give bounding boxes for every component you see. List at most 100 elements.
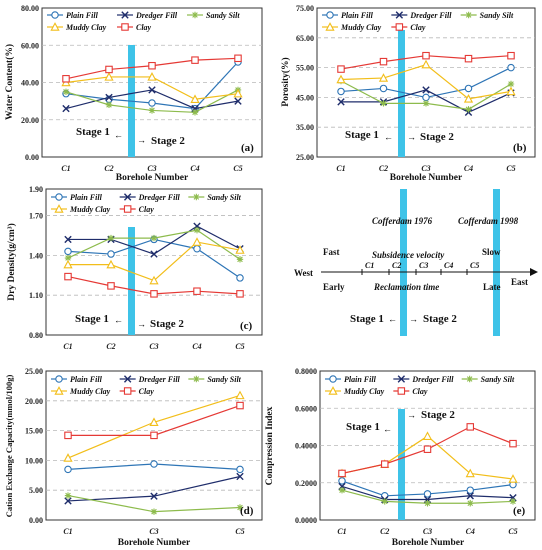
subsidence-velocity-label: Subsidence velocity	[372, 250, 445, 260]
x-tick-label: C2	[380, 527, 389, 536]
y-tick-label: 20.00	[21, 116, 39, 125]
data-point-sandy-silt	[105, 101, 113, 109]
legend-label: Muddy Clay	[340, 23, 382, 32]
legend-marker	[121, 23, 129, 31]
legend: Plain Fill Dredger Fill Sandy Silt Muddy Cl…	[51, 193, 242, 214]
legend-label: Muddy Clay	[69, 205, 111, 214]
legend-marker	[465, 11, 472, 19]
series-group	[63, 222, 245, 298]
data-point-dredger-fill	[466, 492, 474, 500]
data-point-plain-fill	[150, 460, 158, 468]
data-point-clay	[423, 445, 432, 453]
legend-marker	[466, 375, 473, 383]
data-point-muddy-clay	[63, 259, 73, 269]
data-point-clay	[422, 51, 430, 60]
stage-divider-bar	[128, 227, 135, 335]
x-tick-label: C5	[506, 164, 515, 173]
data-point-clay	[64, 431, 72, 440]
x-ticks: C1 C2 C3 C4 C5	[337, 527, 517, 536]
y-tick-label: 45.00	[296, 93, 314, 102]
data-point-plain-fill	[379, 84, 388, 93]
legend-marker	[55, 193, 63, 201]
reclamation-schematic: Cofferdam 1976 Cofferdam 1998 Fast Slow …	[294, 189, 538, 336]
data-point-plain-fill	[148, 99, 156, 107]
arrow-left-icon: ←	[114, 130, 123, 140]
legend-marker	[395, 23, 404, 31]
data-point-sandy-silt	[422, 100, 430, 107]
data-point-muddy-clay	[104, 72, 114, 81]
y-tick-label: 80.00	[21, 4, 39, 13]
data-point-sandy-silt	[424, 500, 431, 507]
data-point-clay	[466, 423, 474, 431]
borehole-label: C1	[365, 261, 374, 270]
data-point-clay	[509, 439, 517, 448]
data-point-muddy-clay	[233, 88, 243, 98]
east-arrow-icon	[530, 268, 538, 276]
stage2-label: Stage 2	[420, 131, 454, 143]
stage2-label: Stage 2	[150, 318, 184, 330]
early-label: Early	[323, 282, 345, 292]
data-point-muddy-clay	[147, 72, 157, 81]
legend-label: Plain Fill	[66, 11, 99, 20]
legend-marker	[54, 204, 64, 213]
legend-label: Clay	[410, 23, 426, 32]
legend: Plain Fill Dredger Fill Sandy Silt Muddy Cl…	[47, 11, 240, 32]
data-point-clay	[193, 287, 201, 295]
x-axis-label: Borehole Number	[118, 538, 191, 548]
y-axis-label: Porosity(%)	[280, 57, 291, 106]
x-tick-label: C2	[104, 164, 113, 173]
data-point-dredger-fill	[64, 235, 72, 244]
legend-marker	[193, 375, 200, 383]
stage1-label: Stage 1	[346, 421, 380, 433]
series-group	[63, 390, 245, 515]
data-point-clay	[338, 469, 346, 478]
stage1-label: Stage 1	[75, 313, 109, 325]
x-tick-label: C4	[190, 164, 199, 173]
panel-tag: (c)	[240, 320, 253, 332]
x-tick-label: C5	[233, 164, 242, 173]
cofferdam-1976-bar	[400, 189, 407, 336]
data-point-plain-fill	[423, 490, 432, 498]
x-axis-label: Borehole Number	[116, 173, 189, 183]
x-ticks: C1 C2 C3 C4 C5	[61, 164, 242, 173]
data-point-muddy-clay	[422, 431, 433, 440]
y-tick-label: 0.2000	[295, 479, 317, 488]
data-point-muddy-clay	[63, 453, 73, 462]
legend-label: Sandy Silt	[480, 11, 514, 20]
y-tick-label: 0.00	[29, 516, 43, 525]
legend-marker	[123, 375, 132, 383]
data-point-clay	[150, 431, 158, 440]
data-point-dredger-fill	[150, 250, 158, 258]
legend-marker	[397, 375, 406, 383]
data-point-muddy-clay	[336, 74, 346, 84]
y-tick-label: 10.00	[25, 456, 43, 465]
legend-marker	[123, 193, 132, 201]
gridlines	[46, 400, 262, 491]
chart-panel-a: 0.00 20.00 40.00 60.00 80.00 C1 C2 C3 C4 C5 Plai…	[4, 4, 263, 183]
data-point-muddy-clay	[235, 245, 245, 254]
data-point-clay	[337, 65, 345, 73]
arrow-right-icon: →	[137, 135, 146, 145]
legend: Plain Fill Dredger Fill Sandy Silt Muddy Cl…	[51, 375, 242, 396]
legend-marker	[123, 387, 132, 395]
legend-label: Muddy Clay	[343, 387, 385, 396]
y-tick-label: 25.00	[296, 153, 314, 162]
y-axis-label: Compression Index	[265, 406, 275, 485]
y-tick-label: 1.90	[29, 185, 43, 194]
stage2-label: Stage 2	[423, 313, 457, 325]
legend-label: Dredger Fill	[138, 193, 181, 202]
panel-tag: (b)	[513, 142, 527, 154]
y-tick-label: 35.00	[296, 123, 314, 132]
late-label: Late	[483, 282, 501, 292]
legend-label: Sandy Silt	[207, 193, 241, 202]
data-point-muddy-clay	[192, 237, 202, 246]
x-tick-label: C5	[235, 527, 244, 536]
legend-marker	[193, 193, 200, 201]
series-line-muddy-clay	[341, 435, 514, 480]
legend-label: Dredger Fill	[138, 375, 181, 384]
arrow-right-icon: →	[407, 410, 416, 420]
data-point-muddy-clay	[235, 390, 245, 400]
data-point-clay	[380, 460, 389, 468]
x-tick-label: C3	[421, 164, 430, 173]
series-group	[61, 54, 243, 116]
